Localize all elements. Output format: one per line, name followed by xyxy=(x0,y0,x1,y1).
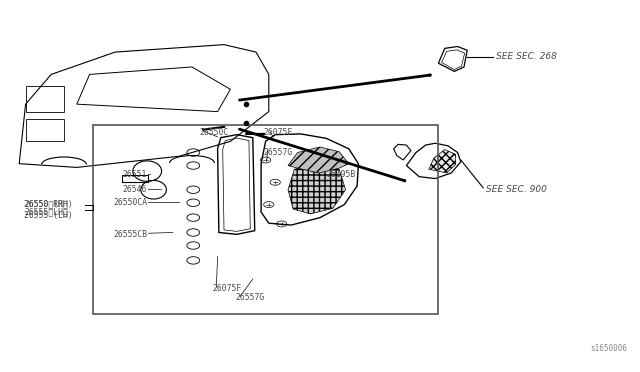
Text: 26551: 26551 xyxy=(123,170,147,179)
Text: 26557G: 26557G xyxy=(264,148,293,157)
Text: 26555 (LH): 26555 (LH) xyxy=(24,211,73,220)
Text: 26075F: 26075F xyxy=(264,128,293,137)
Text: 26195B: 26195B xyxy=(326,170,356,179)
Text: 26550〈RH〉: 26550〈RH〉 xyxy=(24,199,68,208)
Bar xyxy=(93,125,438,314)
Text: 26075F: 26075F xyxy=(212,284,242,293)
Text: s1650006: s1650006 xyxy=(590,344,627,353)
Polygon shape xyxy=(429,150,456,173)
Bar xyxy=(26,119,64,141)
Bar xyxy=(26,86,64,112)
Text: 26550CA: 26550CA xyxy=(113,198,147,207)
Text: SEE SEC. 268: SEE SEC. 268 xyxy=(496,52,557,61)
Text: 26546: 26546 xyxy=(123,185,147,194)
Text: SEE SEC. 900: SEE SEC. 900 xyxy=(486,185,547,194)
Text: 26555〈LH〉: 26555〈LH〉 xyxy=(24,208,68,217)
Polygon shape xyxy=(288,164,346,214)
Text: 26550C: 26550C xyxy=(200,128,229,137)
Bar xyxy=(122,175,148,182)
Text: 26555CB: 26555CB xyxy=(113,230,147,239)
Text: 26550 (RH): 26550 (RH) xyxy=(24,200,73,209)
Text: 26557G: 26557G xyxy=(235,293,264,302)
Polygon shape xyxy=(288,147,349,173)
